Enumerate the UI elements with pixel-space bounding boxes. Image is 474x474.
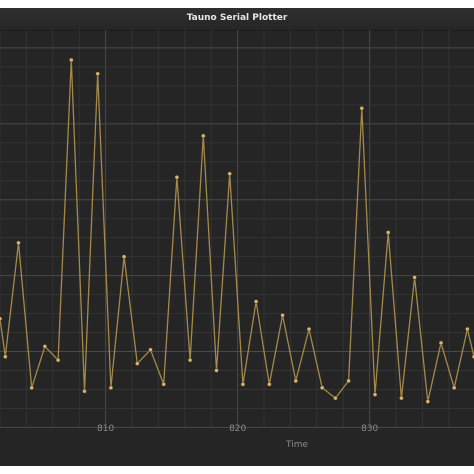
data-point [425,399,430,404]
data-point [346,378,351,384]
data-point [320,385,325,390]
data-point [108,385,114,390]
data-point [306,326,312,332]
data-point [438,340,444,346]
title-bar[interactable]: Tauno Serial Plotter [0,8,474,31]
data-point [55,357,61,363]
window-title: Tauno Serial Plotter [186,13,288,23]
data-point [0,316,3,321]
x-tick-label: 810 [97,424,114,434]
data-point [121,254,127,259]
data-point [333,395,338,401]
data-point [452,385,457,390]
data-point [42,344,48,349]
data-point [359,106,364,111]
data-point [135,361,140,366]
data-point [174,175,180,180]
data-point [82,389,87,394]
data-point [161,382,166,387]
plot-area: 810 820 830 Time [0,30,474,450]
x-tick-label: 820 [229,424,246,434]
data-point [95,71,100,77]
data-point [240,382,246,387]
data-point [267,382,272,387]
marker-layer [0,57,474,404]
data-point [465,326,470,332]
x-tick-label: 830 [361,424,378,434]
data-point [69,57,74,63]
grid [0,30,474,428]
data-point [227,171,232,177]
data-point [293,378,298,384]
x-tick-labels: 810 820 830 [97,424,379,434]
data-point [253,299,259,304]
data-point [214,368,219,373]
data-point [280,313,285,318]
series-line [0,59,474,403]
plotter-window: Tauno Serial Plotter 810 820 830 Time [0,8,474,466]
data-point [412,275,417,280]
data-point [3,354,8,359]
data-point [148,347,153,352]
data-point [29,385,34,390]
series-layer [0,59,474,403]
data-point [201,133,206,139]
data-point [187,357,193,363]
data-point [16,240,21,246]
x-axis-label: Time [285,440,308,450]
data-point [399,395,404,401]
data-point [372,392,378,397]
data-point [386,230,391,235]
